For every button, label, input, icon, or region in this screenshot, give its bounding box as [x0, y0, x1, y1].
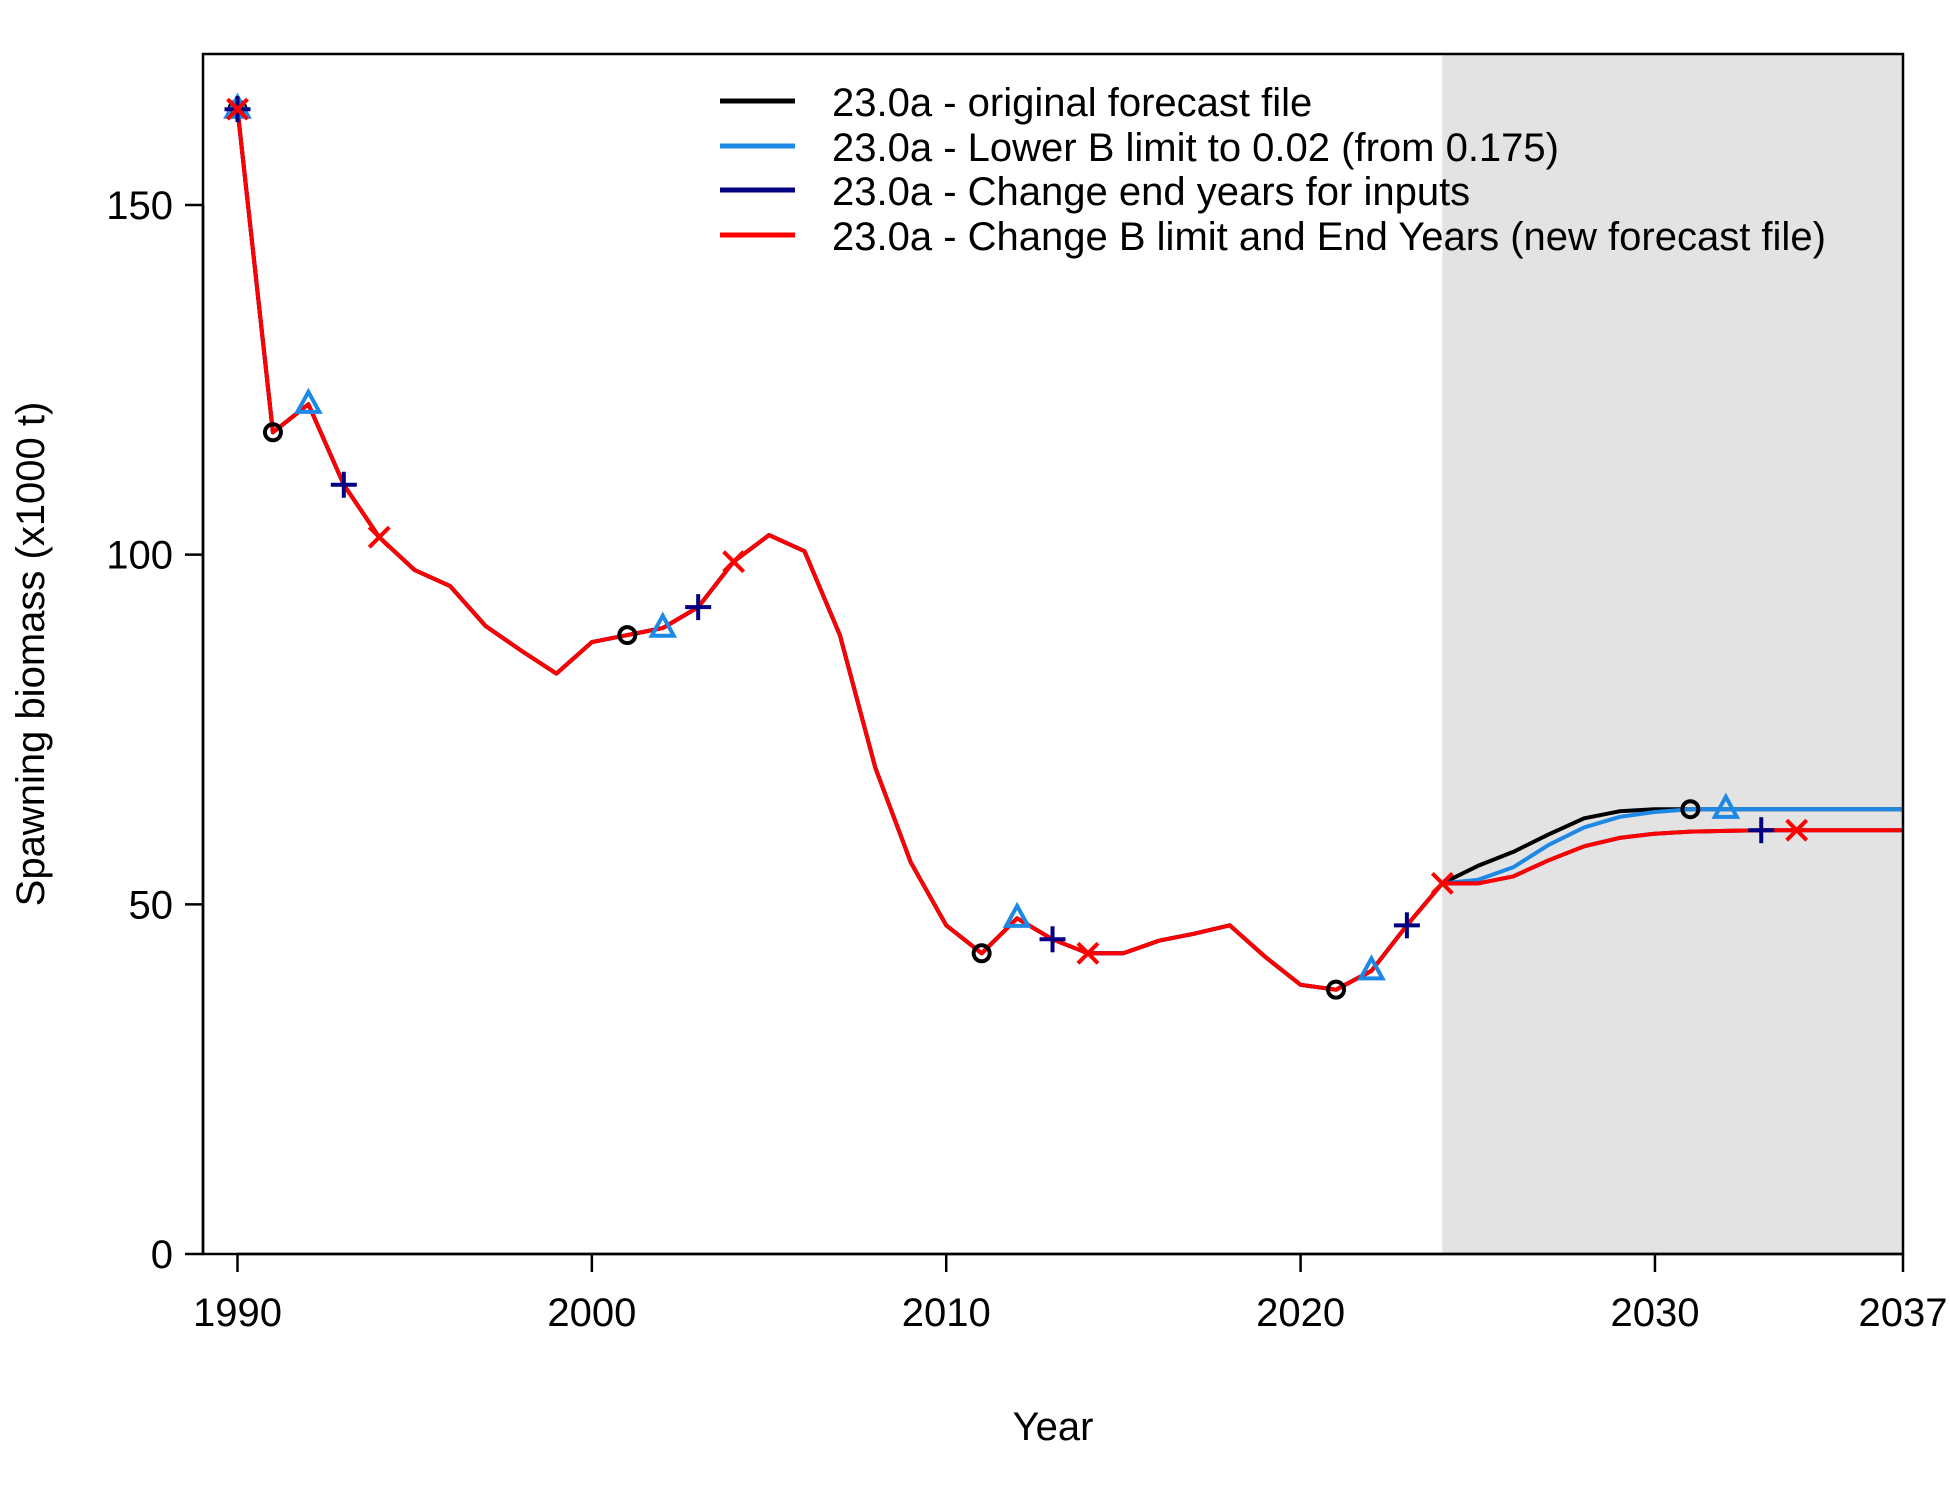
x-marker-b	[1076, 941, 1100, 965]
circle-marker	[1326, 979, 1347, 1000]
x-tick-label: 2000	[547, 1291, 636, 1335]
y-tick-label: 0	[151, 1233, 173, 1277]
series-1-marker	[1680, 799, 1701, 820]
x-tick-label: 2030	[1610, 1291, 1699, 1335]
series-3-marker	[1393, 912, 1420, 939]
series-line-4	[235, 108, 1903, 992]
series-3-marker	[685, 594, 712, 621]
x-tick-label: 1990	[193, 1291, 282, 1335]
series-1-marker	[971, 943, 992, 964]
series-2-marker	[1711, 792, 1741, 819]
x-tick-label: 2020	[1256, 1291, 1345, 1335]
series-4-marker	[367, 525, 391, 549]
series-1-marker	[262, 422, 283, 443]
triangle-marker	[1002, 901, 1032, 928]
series-2-marker	[648, 611, 678, 638]
circle-marker	[971, 943, 992, 964]
x-marker-b	[1430, 871, 1454, 895]
legend-label: 23.0a - Lower B limit to 0.02 (from 0.17…	[832, 126, 1559, 170]
triangle-marker	[648, 611, 678, 638]
legend-label: 23.0a - Change end years for inputs	[832, 170, 1470, 214]
x-marker-b	[722, 550, 746, 574]
series-3-marker	[330, 471, 357, 498]
series-3-marker	[1039, 926, 1066, 953]
legend-label: 23.0a - Change B limit and End Years (ne…	[832, 215, 1826, 259]
x-marker-b	[226, 97, 249, 121]
triangle-marker	[1357, 954, 1386, 981]
series-2-marker	[1357, 954, 1386, 981]
legend-item-4: 23.0a - Change B limit and End Years (ne…	[720, 215, 1826, 259]
circle-marker	[262, 422, 283, 443]
series-4-marker	[1430, 871, 1454, 895]
legend-label: 23.0a - original forecast file	[832, 81, 1312, 125]
series-1-marker	[1326, 979, 1347, 1000]
series-4-marker	[1076, 941, 1100, 965]
legend-item-3: 23.0a - Change end years for inputs	[720, 170, 1470, 214]
x-axis-title: Year	[1013, 1405, 1094, 1449]
y-tick-label: 150	[106, 184, 173, 228]
forecast-shading	[1442, 54, 1903, 1254]
circle-marker	[617, 625, 638, 646]
triangle-marker	[293, 387, 323, 414]
y-axis-title: Spawning biomass (x1000 t)	[9, 402, 53, 907]
x-tick-label: 2010	[902, 1291, 991, 1335]
circle-marker	[1680, 799, 1701, 820]
legend-item-1: 23.0a - original forecast file	[720, 81, 1312, 125]
series-4-marker	[226, 97, 249, 121]
series-2-marker	[293, 387, 323, 414]
series-2-marker	[1002, 901, 1032, 928]
series-4-marker	[722, 550, 746, 574]
y-tick-label: 50	[129, 883, 174, 927]
triangle-marker	[1711, 792, 1741, 819]
series-3-marker	[1748, 817, 1775, 844]
series-1-marker	[617, 625, 638, 646]
x-marker-b	[367, 525, 391, 549]
x-tick-label: 2037	[1859, 1291, 1948, 1335]
x-marker-b	[1785, 818, 1809, 842]
series-4-marker	[1785, 818, 1809, 842]
y-tick-label: 100	[106, 534, 173, 578]
legend-item-2: 23.0a - Lower B limit to 0.02 (from 0.17…	[720, 126, 1559, 170]
